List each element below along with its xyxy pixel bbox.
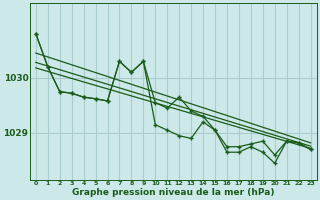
X-axis label: Graphe pression niveau de la mer (hPa): Graphe pression niveau de la mer (hPa) bbox=[72, 188, 275, 197]
